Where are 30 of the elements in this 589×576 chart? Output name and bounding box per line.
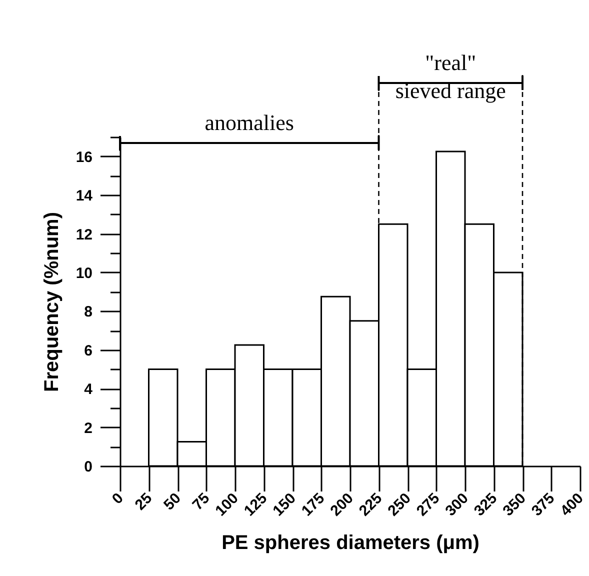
- x-tick-label: 400: [557, 490, 587, 520]
- y-axis-title: Frequency (%num): [40, 212, 63, 392]
- x-tick-label: 175: [298, 490, 328, 520]
- x-tick-label: 75: [189, 490, 214, 514]
- x-tick-label: 375: [528, 490, 558, 520]
- y-tick-label: 6: [84, 342, 92, 360]
- x-tick-label: 0: [108, 490, 127, 508]
- x-tick-label: 325: [470, 490, 501, 520]
- text: "real" sieved range: [395, 50, 506, 103]
- y-tick-label: 10: [76, 264, 92, 282]
- x-tick-label: 100: [212, 490, 242, 520]
- x-tick-label: 275: [413, 490, 444, 520]
- x-tick-label: 300: [442, 490, 472, 520]
- x-tick-label: 225: [356, 490, 386, 520]
- y-tick-label: 0: [84, 458, 92, 476]
- y-tick-label: 8: [84, 304, 92, 321]
- x-tick-label: 25: [132, 490, 156, 514]
- y-tick-label: 16: [76, 148, 92, 166]
- x-axis-title: PE spheres diameters (μm): [222, 532, 480, 554]
- y-tick-label: 4: [84, 381, 94, 398]
- x-tick-label: 150: [270, 490, 300, 520]
- x-tick-label: 250: [384, 490, 414, 520]
- x-tick-label: 350: [500, 490, 530, 520]
- x-tick-label: 50: [160, 490, 184, 514]
- x-tick-label: 125: [240, 490, 271, 520]
- x-tick-label: 200: [327, 490, 357, 520]
- y-tick-label: 2: [84, 420, 92, 437]
- text: anomalies: [204, 110, 294, 135]
- y-tick-label: 12: [76, 226, 92, 244]
- y-tick-label: 14: [76, 188, 94, 205]
